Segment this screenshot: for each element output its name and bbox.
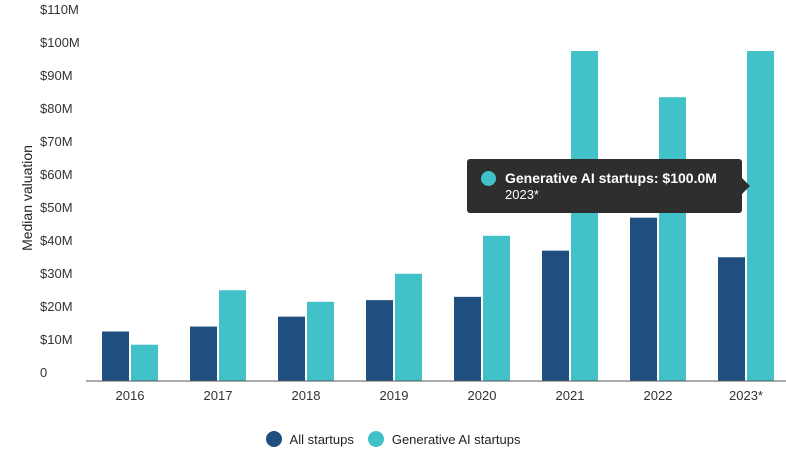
bar-genai-startups[interactable] (395, 273, 422, 381)
x-tick-label: 2017 (204, 388, 233, 403)
y-tick-label: $60M (40, 167, 73, 182)
y-tick-label: $10M (40, 332, 73, 347)
y-tick-label: $110M (40, 2, 79, 17)
x-tick-label: 2018 (292, 388, 321, 403)
y-axis-ticks: 0 $10M $20M $30M $40M $50M $60M $70M $80M $90M $10… (40, 2, 80, 380)
y-tick-label: $20M (40, 299, 73, 314)
y-tick-label: $80M (40, 101, 73, 116)
x-axis-ticks: 2016 2017 2018 2019 2020 2021 2022 2023* (116, 388, 763, 403)
y-tick-label: $70M (40, 134, 73, 149)
bar-genai-startups[interactable] (483, 235, 510, 381)
tooltip: Generative AI startups: $100.0M 2023* (467, 159, 750, 213)
bar-all-startups[interactable] (718, 257, 745, 381)
y-tick-label: $90M (40, 68, 73, 83)
bar-genai-startups[interactable] (747, 51, 774, 381)
legend-label-genai-startups: Generative AI startups (391, 431, 521, 447)
y-tick-label: $50M (40, 200, 73, 215)
bar-genai-startups[interactable] (219, 290, 246, 381)
legend-label-all-startups: All startups (289, 431, 354, 447)
bars (102, 51, 774, 381)
bar-all-startups[interactable] (542, 250, 569, 381)
legend-swatch-genai-startups (367, 431, 384, 447)
bar-chart: 0 $10M $20M $30M $40M $50M $60M $70M $80M $90M $10… (19, 2, 786, 403)
x-tick-label: 2020 (468, 388, 497, 403)
bar-genai-startups[interactable] (307, 301, 334, 381)
y-axis-label: Median valuation (19, 145, 35, 251)
y-tick-label: $40M (40, 233, 73, 248)
bar-all-startups[interactable] (102, 331, 129, 382)
legend-item-genai-startups[interactable]: Generative AI startups (367, 431, 521, 447)
legend: All startups Generative AI startups (0, 428, 786, 450)
x-tick-label: 2016 (116, 388, 145, 403)
bar-genai-startups[interactable] (571, 51, 598, 381)
legend-swatch-all-startups (265, 431, 282, 447)
bar-all-startups[interactable] (454, 296, 481, 381)
y-tick-label: $100M (40, 35, 80, 50)
y-tick-label: 0 (40, 365, 47, 380)
bar-all-startups[interactable] (630, 217, 657, 381)
bar-all-startups[interactable] (278, 316, 305, 381)
tooltip-title: Generative AI startups: $100.0M (505, 170, 717, 186)
tooltip-series-dot (481, 170, 496, 186)
x-tick-label: 2022 (644, 388, 673, 403)
tooltip-subtitle: 2023* (505, 187, 539, 202)
bar-genai-startups[interactable] (659, 97, 686, 381)
x-tick-label: 2019 (380, 388, 409, 403)
bar-all-startups[interactable] (190, 326, 217, 381)
x-tick-label: 2023* (729, 388, 763, 403)
y-tick-label: $30M (40, 266, 73, 281)
x-tick-label: 2021 (556, 388, 585, 403)
bar-all-startups[interactable] (366, 300, 393, 381)
bar-genai-startups[interactable] (131, 344, 158, 381)
legend-item-all-startups[interactable]: All startups (265, 431, 354, 447)
